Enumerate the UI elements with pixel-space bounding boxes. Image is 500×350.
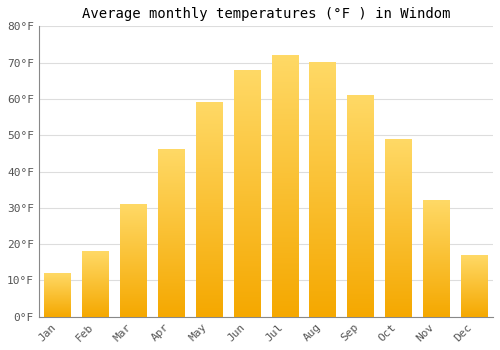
Title: Average monthly temperatures (°F ) in Windom: Average monthly temperatures (°F ) in Wi…	[82, 7, 450, 21]
